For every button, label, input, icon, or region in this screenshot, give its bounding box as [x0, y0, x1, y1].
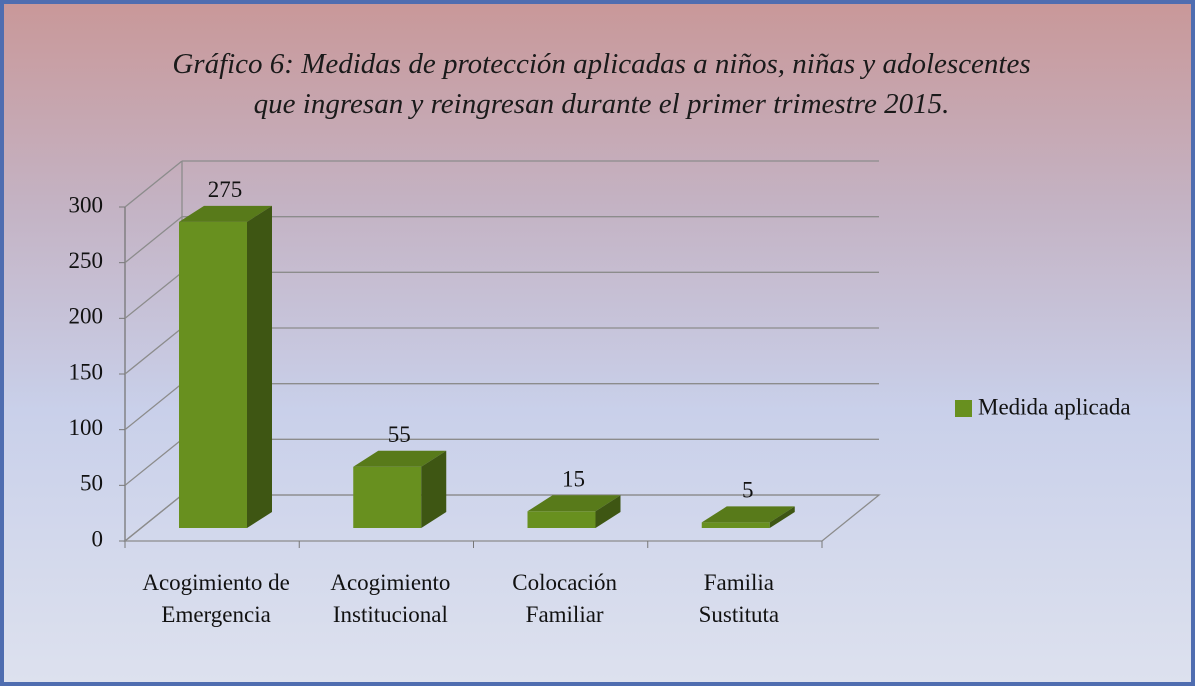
bar-side — [247, 205, 272, 529]
y-tick-label: 100 — [69, 415, 104, 440]
title-line: que ingresan y reingresan durante el pri… — [253, 88, 950, 120]
grid-line — [124, 216, 183, 264]
bar-front — [701, 522, 770, 528]
chart-title: Gráfico 6: Medidas de protección aplicad… — [4, 44, 1191, 124]
bar-front — [179, 221, 247, 529]
grid-line — [124, 494, 183, 542]
grid-line — [124, 160, 183, 208]
bar-side — [421, 450, 447, 528]
y-tick-label: 150 — [69, 359, 104, 384]
value-label: 5 — [742, 478, 754, 503]
value-label: 15 — [562, 467, 585, 492]
y-tick-label: 50 — [80, 471, 103, 496]
bar-side — [769, 506, 795, 528]
grid-line — [124, 271, 183, 319]
bar-top — [701, 506, 795, 523]
value-label: 275 — [208, 177, 243, 202]
y-tick-label: 250 — [69, 248, 104, 273]
legend-swatch — [955, 400, 972, 417]
x-tick-label: Acogimiento de Emergencia — [142, 570, 290, 627]
bar-side — [595, 495, 621, 528]
bar-top — [527, 495, 621, 512]
bar-top — [179, 205, 272, 222]
bar-top — [353, 450, 447, 467]
y-tick-label: 0 — [92, 526, 104, 551]
y-tick-label: 300 — [69, 192, 104, 217]
title-line: Gráfico 6: Medidas de protección aplicad… — [172, 48, 1031, 80]
bar-front — [353, 466, 422, 528]
chart: 0 50 100 150 200 250 300 275 55 15 5 Medida aplicad… — [69, 160, 1131, 551]
grid-line — [124, 383, 183, 431]
grid-line — [124, 438, 183, 486]
legend-label: Medida aplicada — [978, 394, 1131, 419]
x-tick-label: Colocación Familiar — [512, 570, 617, 627]
x-tick-label: Acogimiento Institucional — [330, 570, 451, 627]
grid-line — [124, 327, 183, 375]
y-tick-label: 200 — [69, 304, 104, 329]
value-label: 55 — [388, 422, 411, 447]
bar-front — [527, 511, 596, 528]
x-tick-label: Familia Sustituta — [698, 570, 780, 627]
